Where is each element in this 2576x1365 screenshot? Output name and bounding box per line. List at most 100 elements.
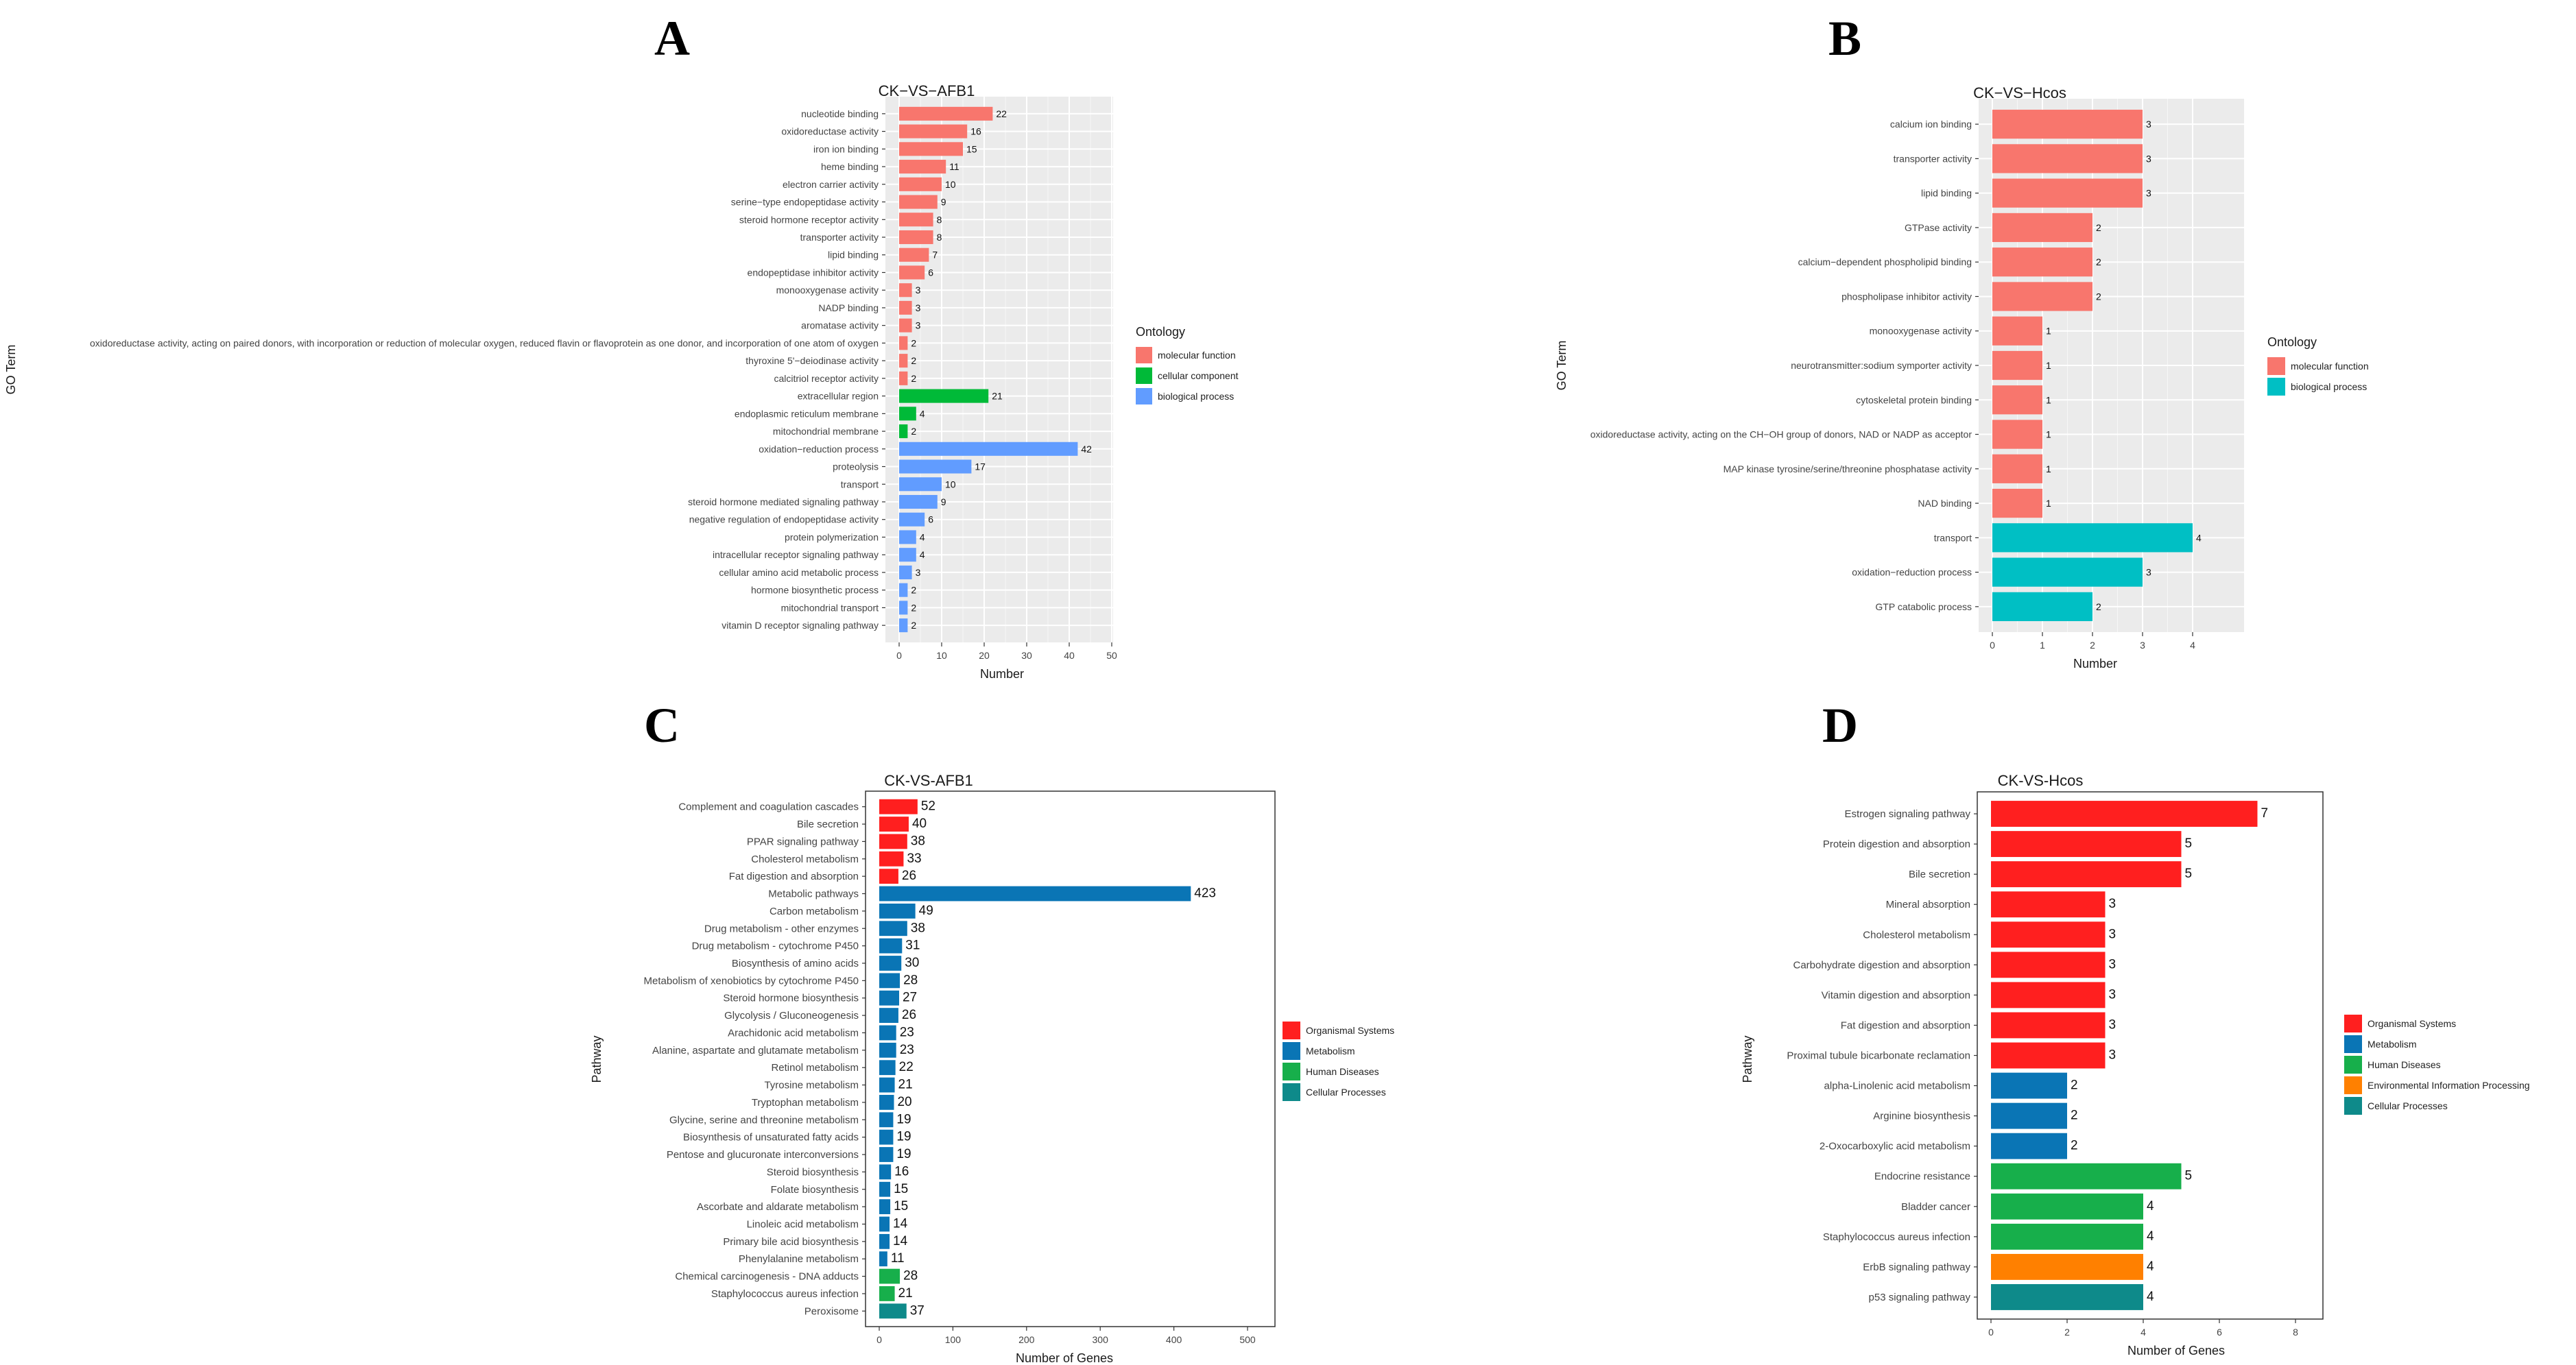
bar [1991, 1042, 2106, 1069]
category-label: iron ion binding [813, 143, 879, 154]
category-label: Drug metabolism - cytochrome P450 [692, 941, 859, 952]
bar [1991, 921, 2106, 948]
category-label: aromatase activity [801, 320, 879, 331]
y-axis-label: GO Term [4, 345, 18, 395]
bar [899, 213, 933, 227]
category-label: hormone biosynthetic process [751, 585, 879, 596]
data-label: 1 [2046, 429, 2051, 440]
legend-swatch [2344, 1015, 2362, 1032]
data-label: 2 [911, 602, 916, 613]
category-label: Endocrine resistance [1874, 1171, 1970, 1183]
category-label: 2-Oxocarboxylic acid metabolism [1820, 1141, 1970, 1152]
data-label: 3 [916, 567, 921, 578]
category-label: Biosynthesis of unsaturated fatty acids [683, 1132, 859, 1144]
data-label: 2 [2096, 256, 2101, 267]
bar [1991, 1133, 2067, 1159]
bar [879, 1129, 894, 1145]
x-tick-label: 4 [2140, 1327, 2146, 1338]
category-label: Metabolism of xenobiotics by cytochrome … [644, 975, 859, 987]
data-label: 4 [920, 549, 925, 560]
category-label: Carbon metabolism [770, 906, 859, 917]
data-label: 21 [898, 1286, 913, 1301]
x-tick-label: 50 [1106, 650, 1117, 661]
category-label: extracellular region [798, 391, 879, 402]
category-label: oxidoreductase activity, acting on paire… [90, 337, 879, 348]
data-label: 27 [903, 991, 917, 1005]
data-label: 33 [907, 851, 921, 866]
legend-swatch [1283, 1083, 1300, 1101]
category-label: vitamin D receptor signaling pathway [721, 620, 879, 631]
category-label: Vitamin digestion and absorption [1822, 989, 1970, 1001]
category-label: Metabolic pathways [768, 889, 859, 900]
bar [899, 247, 929, 262]
bar [899, 318, 912, 333]
legend-swatch [2344, 1076, 2362, 1094]
bar [899, 177, 942, 191]
category-label: Fat digestion and absorption [729, 871, 859, 882]
legend-label: Metabolism [2368, 1039, 2417, 1050]
category-label: MAP kinase tyrosine/serine/threonine pho… [1724, 463, 1972, 474]
data-label: 19 [896, 1130, 911, 1144]
data-label: 40 [912, 817, 927, 831]
bar [879, 903, 916, 919]
bar [879, 1060, 896, 1076]
x-axis-label: Number of Genes [1016, 1351, 1113, 1365]
category-label: Glycolysis / Gluconeogenesis [724, 1010, 859, 1022]
data-label: 3 [2109, 1017, 2116, 1032]
bar [879, 1147, 894, 1162]
y-axis-label: Pathway [590, 1035, 604, 1083]
category-label: cytoskeletal protein binding [1856, 394, 1972, 405]
data-label: 28 [903, 1269, 918, 1283]
data-label: 6 [928, 267, 933, 278]
x-tick-label: 3 [2140, 640, 2145, 651]
data-label: 423 [1194, 886, 1216, 901]
category-label: Bladder cancer [1901, 1201, 1970, 1213]
bar [899, 336, 908, 350]
bar [899, 477, 942, 492]
category-label: Steroid biosynthesis [767, 1166, 859, 1178]
bar [899, 530, 916, 544]
bar [1992, 488, 2042, 518]
legend-swatch [2267, 357, 2285, 375]
data-label: 5 [2185, 836, 2193, 851]
bar [879, 1164, 892, 1180]
bar [1992, 454, 2042, 483]
legend-label: biological process [2291, 381, 2367, 392]
bar [879, 1268, 901, 1284]
data-label: 8 [937, 232, 942, 243]
category-label: Biosynthesis of amino acids [732, 958, 859, 969]
data-label: 7 [2261, 806, 2269, 821]
data-label: 11 [891, 1251, 905, 1266]
data-label: 3 [2146, 188, 2151, 199]
bar [1992, 316, 2042, 346]
x-tick-label: 20 [979, 650, 990, 661]
data-label: 3 [916, 320, 921, 331]
x-axis-label: Number of Genes [2127, 1344, 2225, 1357]
bar [1992, 557, 2143, 587]
category-label: Cholesterol metabolism [1863, 929, 1970, 941]
legend-label: Cellular Processes [1306, 1087, 1386, 1098]
bar [879, 990, 899, 1006]
bar [1991, 1012, 2106, 1039]
data-label: 28 [903, 973, 918, 987]
category-label: Estrogen signaling pathway [1845, 808, 1971, 820]
data-label: 4 [2147, 1199, 2154, 1213]
bar [879, 1042, 896, 1058]
bar [879, 1216, 890, 1232]
x-tick-label: 6 [2217, 1327, 2222, 1338]
data-label: 1 [2046, 360, 2051, 371]
data-label: 19 [896, 1112, 911, 1126]
legend-label: Organismal Systems [2368, 1018, 2456, 1029]
x-tick-label: 200 [1018, 1334, 1035, 1345]
category-label: Primary bile acid biosynthesis [723, 1236, 859, 1248]
bar [1991, 1102, 2067, 1129]
data-label: 4 [2147, 1229, 2154, 1244]
legend-label: biological process [1158, 391, 1234, 402]
x-axis-label: Number [2073, 657, 2117, 671]
category-label: Glycine, serine and threonine metabolism [669, 1114, 859, 1126]
bar [899, 583, 908, 597]
x-tick-label: 0 [1990, 640, 1995, 651]
panel-letter-b: B [1828, 11, 1861, 66]
category-label: cellular amino acid metabolic process [719, 567, 879, 578]
